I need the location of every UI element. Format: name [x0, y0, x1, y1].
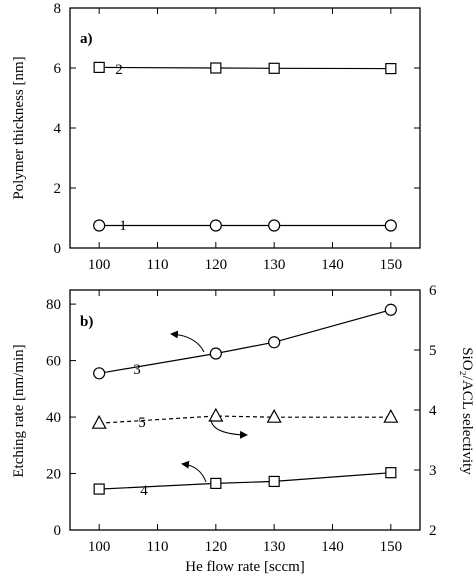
panel-b-y-tick-label: 60 — [46, 354, 61, 370]
series-3-axis-arrow — [170, 330, 205, 353]
panel-b-frame — [69, 289, 421, 531]
series-5-axis-arrow — [210, 419, 248, 439]
series-2-point — [385, 62, 397, 75]
panel-a-y-tick-label: 0 — [54, 241, 62, 257]
panel-a-series — [93, 61, 397, 232]
panel-b-x-tick-label: 110 — [147, 539, 169, 555]
panel-a-y-tick-label: 4 — [54, 121, 62, 137]
panel-a-x-tick-label: 150 — [380, 257, 403, 273]
series-3-line — [99, 309, 391, 374]
panel-b-y2-tick-label: 3 — [429, 463, 437, 479]
panel-a-y-tick-label: 2 — [54, 181, 62, 197]
panel-b-y2-ticks: 2 3 4 5 6 — [414, 283, 437, 539]
series-5-point — [383, 408, 399, 423]
series-2-label: 2 — [115, 62, 123, 78]
panel-b-y2-tick-label: 6 — [429, 283, 437, 299]
series-1-label: 1 — [119, 218, 127, 234]
series-4-point — [385, 467, 397, 479]
series-4-axis-arrow — [181, 460, 207, 483]
panel-a-y-tick-label: 6 — [54, 61, 62, 77]
series-2-point — [210, 62, 222, 74]
series-4-line — [99, 472, 391, 490]
panel-b-x-tick-label: 100 — [88, 539, 111, 555]
panel-b-x-tick-label: 120 — [205, 539, 228, 555]
series-1-point — [268, 219, 281, 232]
series-3-point — [268, 336, 281, 349]
panel-b-y2-tick-label: 2 — [429, 523, 437, 539]
series-5-point — [208, 407, 224, 422]
series-3-point — [209, 347, 222, 360]
series-2-point — [268, 62, 280, 74]
panel-a-y-tick-label: 8 — [54, 1, 62, 17]
panel-b-y-ticks: 0 20 40 60 80 — [46, 297, 76, 539]
series-3-point — [93, 367, 106, 380]
panel-b-y-axis-title: Etching rate [nm/min] — [11, 344, 27, 477]
series-5-label: 5 — [138, 415, 146, 431]
panel-a-frame — [69, 7, 421, 249]
panel-b-y-tick-label: 20 — [46, 467, 61, 483]
series-4-point — [268, 475, 280, 488]
series-4-label: 4 — [140, 483, 148, 499]
panel-a-x-tick-label: 140 — [321, 257, 344, 273]
series-4-point — [93, 483, 105, 495]
series-5-line — [99, 415, 391, 424]
panel-a-y-axis-title: Polymer thickness [nm] — [11, 56, 27, 199]
series-3-point — [384, 303, 397, 316]
panel-a-label: a) — [80, 31, 93, 47]
panel-b-series — [91, 303, 399, 495]
panel-a-x-tick-label: 110 — [147, 257, 169, 273]
panel-b-y2-axis-title: SiO₂/ACL selectivity — [459, 347, 474, 475]
panel-a-x-tick-label: 130 — [263, 257, 286, 273]
panel-b-y-tick-label: 0 — [54, 523, 62, 539]
series-1-point — [384, 219, 397, 232]
panel-a-x-tick-label: 100 — [88, 257, 111, 273]
panel-b-y-tick-label: 40 — [46, 410, 61, 426]
series-5-point — [266, 408, 282, 423]
series-1-point — [209, 219, 222, 232]
panel-b: b) Etching rate [nm/min] SiO₂/ACL select… — [11, 283, 474, 575]
panel-b-x-ticks: 100 110 120 130 140 150 — [88, 290, 402, 555]
series-2-line — [99, 66, 391, 70]
series-2-point — [93, 61, 105, 74]
panel-b-x-tick-label: 140 — [321, 539, 344, 555]
series-3-label: 3 — [133, 362, 141, 378]
panel-a-x-tick-label: 120 — [205, 257, 228, 273]
panel-b-y-tick-label: 80 — [46, 297, 61, 313]
series-1-point — [93, 219, 106, 232]
panel-b-x-axis-title: He flow rate [sccm] — [185, 559, 305, 575]
panel-a-y-ticks: 0 2 4 6 8 — [54, 1, 420, 257]
series-4-point — [210, 477, 222, 490]
panel-b-y2-tick-label: 4 — [429, 403, 437, 419]
panel-b-x-tick-label: 130 — [263, 539, 286, 555]
series-5-point — [91, 414, 107, 429]
panel-b-label: b) — [80, 314, 93, 330]
panel-b-y2-tick-label: 5 — [429, 343, 437, 359]
panel-b-x-tick-label: 150 — [380, 539, 403, 555]
panel-a-x-ticks: 100 110 120 130 140 150 — [88, 8, 402, 273]
